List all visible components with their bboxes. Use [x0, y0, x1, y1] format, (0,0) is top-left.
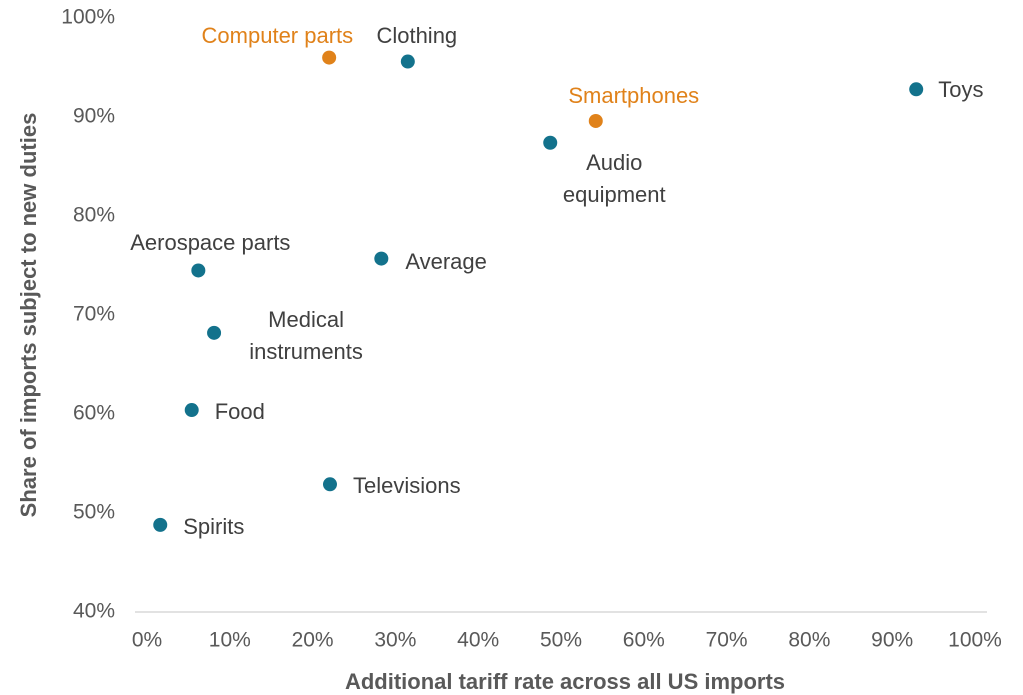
point-label: Smartphones: [568, 82, 700, 108]
point-label: Medical instruments: [249, 306, 363, 364]
point-label: Average: [405, 248, 487, 274]
point: [909, 82, 924, 97]
y-tick-label: 100%: [61, 6, 115, 29]
x-tick-label: 90%: [871, 629, 913, 652]
y-tick-label: 60%: [73, 402, 115, 425]
x-tick-label: 70%: [706, 629, 748, 652]
point: [322, 50, 337, 65]
x-tick-label: 20%: [292, 629, 334, 652]
point: [191, 263, 206, 278]
point-label: Toys: [938, 77, 984, 103]
point-label: Computer parts: [201, 22, 354, 48]
y-tick-label: 50%: [73, 501, 115, 524]
point-label: Aerospace parts: [130, 230, 291, 256]
point: [184, 403, 199, 418]
x-tick-label: 40%: [457, 629, 499, 652]
point: [322, 477, 337, 492]
x-tick-label: 100%: [948, 629, 1002, 652]
x-tick-label: 80%: [788, 629, 830, 652]
point-label: Spirits: [183, 513, 245, 539]
y-tick-label: 40%: [73, 600, 115, 623]
point: [207, 325, 222, 340]
x-tick-label: 60%: [623, 629, 665, 652]
x-tick-label: 30%: [374, 629, 416, 652]
y-tick-label: 80%: [73, 204, 115, 227]
y-tick-label: 70%: [73, 303, 115, 326]
x-tick-label: 0%: [132, 629, 162, 652]
x-tick-label: 50%: [540, 629, 582, 652]
point-label: Televisions: [352, 473, 461, 499]
y-axis-title: Share of imports subject to new duties: [16, 113, 41, 518]
point: [374, 251, 389, 266]
point: [588, 113, 603, 128]
point: [543, 135, 558, 150]
point-label: Audio equipment: [562, 149, 666, 207]
x-axis-title: Additional tariff rate across all US imp…: [345, 669, 785, 694]
point-label: Clothing: [376, 22, 458, 48]
point: [153, 517, 168, 532]
y-tick-label: 90%: [73, 105, 115, 128]
point: [400, 54, 415, 69]
point-label: Food: [214, 399, 265, 425]
x-tick-label: 10%: [209, 629, 251, 652]
